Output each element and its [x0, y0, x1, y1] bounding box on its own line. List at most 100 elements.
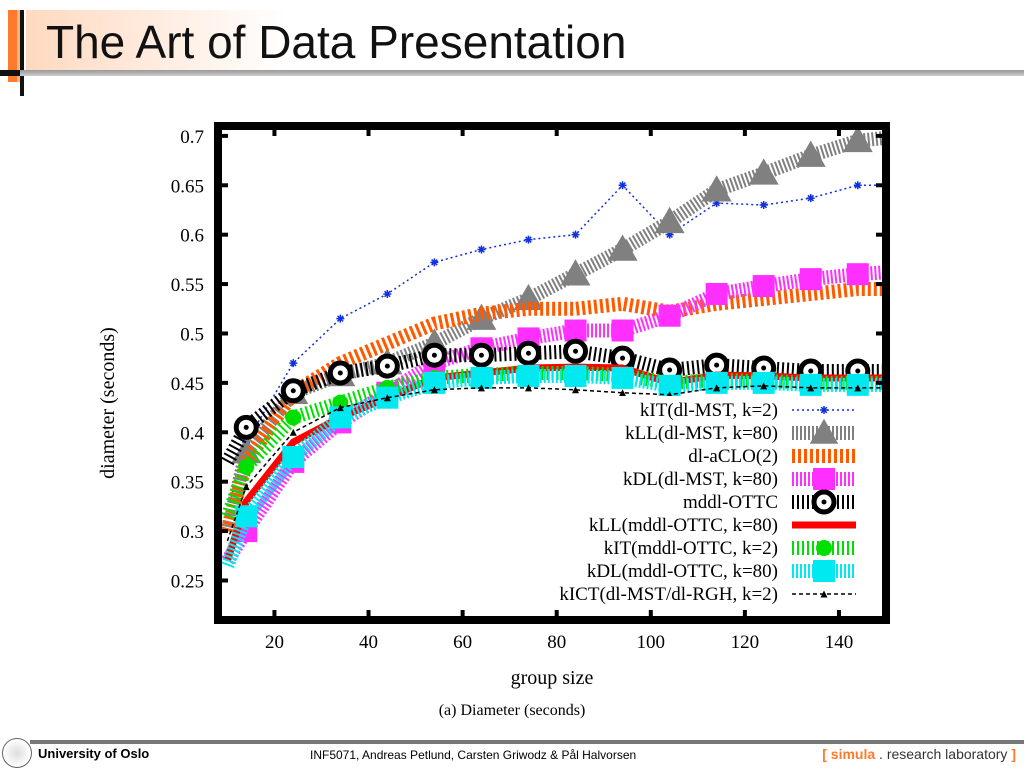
data-point-small-triangle	[477, 384, 485, 392]
footer: University of Oslo INF5071, Andreas Petl…	[0, 736, 1024, 768]
x-tick-label: 140	[825, 632, 854, 653]
data-point-triangle	[842, 126, 873, 153]
data-point-circle-dot	[714, 362, 720, 368]
data-point-triangle	[795, 140, 826, 167]
series-line	[220, 368, 886, 569]
data-point-star	[618, 181, 627, 190]
data-point-star	[477, 245, 486, 254]
data-point-small-triangle	[572, 386, 580, 394]
data-point-small-triangle	[430, 386, 438, 394]
data-point-star	[806, 194, 815, 203]
lab-name: [ simula . research laboratory ]	[822, 746, 1016, 762]
data-point-circle-dot	[667, 367, 673, 373]
data-point-star	[820, 406, 828, 414]
y-tick-label: 0.25	[171, 571, 204, 592]
data-point-square	[611, 366, 634, 389]
data-point-circle	[816, 540, 832, 556]
data-point-star	[289, 359, 298, 368]
y-tick-label: 0.45	[171, 374, 204, 395]
data-point-small-triangle	[854, 384, 862, 392]
data-point-square	[846, 263, 869, 286]
series-line	[220, 130, 886, 533]
legend-entry-label: kIT(mddl-OTTC, k=2)	[604, 538, 778, 559]
data-point-circle-dot	[573, 348, 579, 354]
footer-rule	[30, 740, 1024, 744]
data-point-triangle	[701, 175, 732, 202]
lab-bracket-close: ]	[1011, 746, 1016, 762]
data-point-square	[423, 371, 446, 394]
data-point-star	[571, 230, 580, 239]
figure-caption: (a) Diameter (seconds)	[438, 702, 586, 719]
data-point-square	[799, 268, 822, 291]
data-point-star	[853, 181, 862, 190]
legend: kIT(dl-MST, k=2)kLL(dl-MST, k=80)dl-aCLO…	[520, 396, 882, 609]
data-point-circle-dot	[290, 388, 296, 394]
x-tick-label: 20	[265, 632, 284, 653]
data-point-star	[383, 289, 392, 298]
data-point-small-triangle	[336, 404, 344, 412]
data-point-circle-dot	[808, 368, 814, 374]
title-rule-tick	[0, 70, 20, 76]
series-line	[226, 385, 886, 542]
x-tick-label: 40	[359, 632, 378, 653]
data-point-small-triangle	[807, 384, 815, 392]
data-point-small-triangle	[383, 394, 391, 402]
data-point-square	[705, 282, 728, 305]
data-point-square	[752, 275, 775, 298]
data-point-square	[813, 560, 835, 582]
legend-entry-label: kIT(dl-MST, k=2)	[640, 400, 778, 421]
lab-dot: .	[879, 746, 883, 762]
data-point-small-triangle	[713, 384, 721, 392]
data-point-star	[430, 258, 439, 267]
data-point-square	[611, 319, 634, 342]
data-point-small-triangle	[242, 483, 250, 491]
data-point-square	[564, 319, 587, 342]
y-tick-label: 0.55	[171, 275, 204, 296]
y-tick-label: 0.3	[180, 522, 204, 543]
lab-brand: simula	[830, 746, 876, 762]
plot-frame	[214, 122, 890, 624]
data-point-circle-dot	[337, 370, 343, 376]
y-axis-label: diameter (seconds)	[97, 327, 119, 479]
data-point-circle	[238, 458, 255, 475]
data-point-circle-dot	[243, 424, 249, 430]
x-tick-label: 120	[731, 632, 760, 653]
lab-rest: research laboratory	[886, 746, 1008, 762]
title-gradient	[26, 10, 286, 70]
series-layer	[220, 126, 886, 569]
y-tick-label: 0.65	[171, 176, 204, 197]
data-point-small-triangle	[524, 384, 532, 392]
data-point-small-triangle	[289, 428, 297, 436]
data-point-square	[235, 505, 258, 528]
data-point-star	[524, 235, 533, 244]
data-point-circle-dot	[384, 363, 390, 369]
data-point-circle-dot	[478, 352, 484, 358]
data-point-small-triangle	[760, 382, 768, 390]
data-point-triangle	[560, 259, 591, 286]
y-tick-label: 0.7	[180, 127, 204, 148]
legend-entry-label: kDL(dl-MST, k=80)	[623, 469, 778, 490]
data-point-star	[336, 314, 345, 323]
data-point-small-triangle	[820, 590, 828, 598]
data-point-star	[759, 201, 768, 210]
data-point-circle	[285, 409, 302, 426]
data-point-square	[813, 468, 835, 490]
title-rule	[0, 70, 1024, 76]
data-point-square	[329, 406, 352, 429]
data-point-circle-dot	[855, 368, 861, 374]
data-point-circle-dot	[761, 365, 767, 371]
data-point-square	[517, 364, 540, 387]
lab-bracket-open: [	[822, 746, 827, 762]
series-line	[226, 184, 886, 512]
legend-entry-label: dl-aCLO(2)	[688, 446, 778, 467]
data-point-square	[658, 304, 681, 327]
x-tick-label: 100	[637, 632, 666, 653]
y-tick-label: 0.35	[171, 473, 204, 494]
title-bar: The Art of Data Presentation	[0, 0, 1024, 96]
x-tick-label: 80	[547, 632, 566, 653]
legend-entry-label: kICT(dl-MST/dl-RGH, k=2)	[559, 584, 778, 605]
series-0	[226, 181, 886, 512]
y-tick-label: 0.4	[180, 423, 204, 444]
slide-title: The Art of Data Presentation	[46, 16, 627, 68]
university-name: University of Oslo	[38, 746, 150, 761]
